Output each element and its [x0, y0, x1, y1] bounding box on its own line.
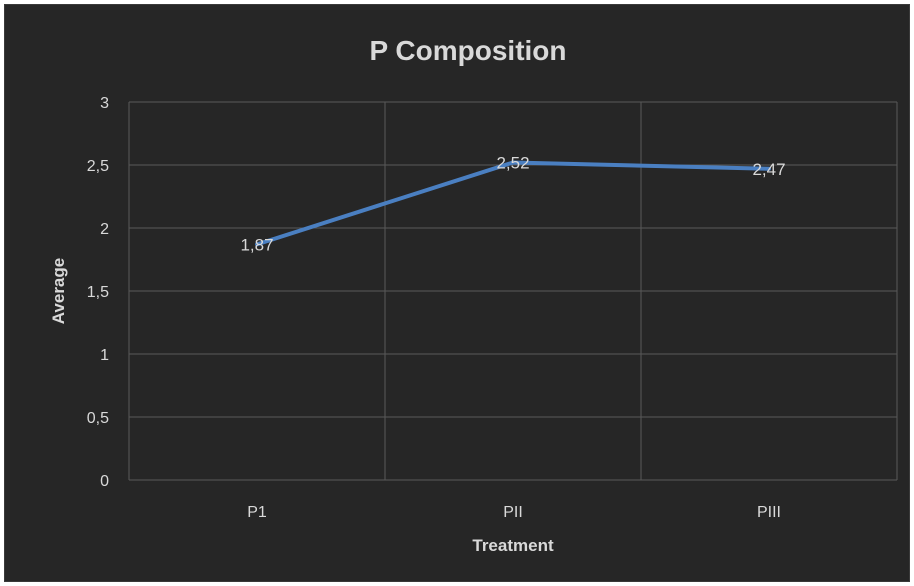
y-tick-label: 2 — [100, 221, 109, 238]
y-tick-label: 2,5 — [87, 158, 109, 175]
x-tick-label: P1 — [247, 504, 267, 521]
data-label: 1,87 — [240, 235, 273, 254]
x-axis-ticks: P1 PII PIII — [247, 504, 781, 521]
series-layer — [255, 160, 771, 247]
y-tick-label: 1 — [100, 347, 109, 364]
data-labels: 1,87 2,52 2,47 — [240, 153, 785, 254]
chart-frame — [4, 4, 910, 582]
x-tick-label: PII — [503, 504, 523, 521]
chart-title: P Composition — [369, 35, 566, 66]
data-label: 2,47 — [752, 160, 785, 179]
y-axis-ticks: 0 0,5 1 1,5 2 2,5 3 — [87, 95, 109, 490]
y-tick-label: 0,5 — [87, 410, 109, 427]
y-axis-title: Average — [49, 258, 68, 324]
x-axis-title: Treatment — [472, 536, 554, 555]
series-line — [255, 160, 771, 247]
data-label: 2,52 — [496, 153, 529, 172]
y-tick-label: 3 — [100, 95, 109, 112]
y-tick-label: 1,5 — [87, 284, 109, 301]
y-tick-label: 0 — [100, 473, 109, 490]
x-tick-label: PIII — [757, 504, 781, 521]
